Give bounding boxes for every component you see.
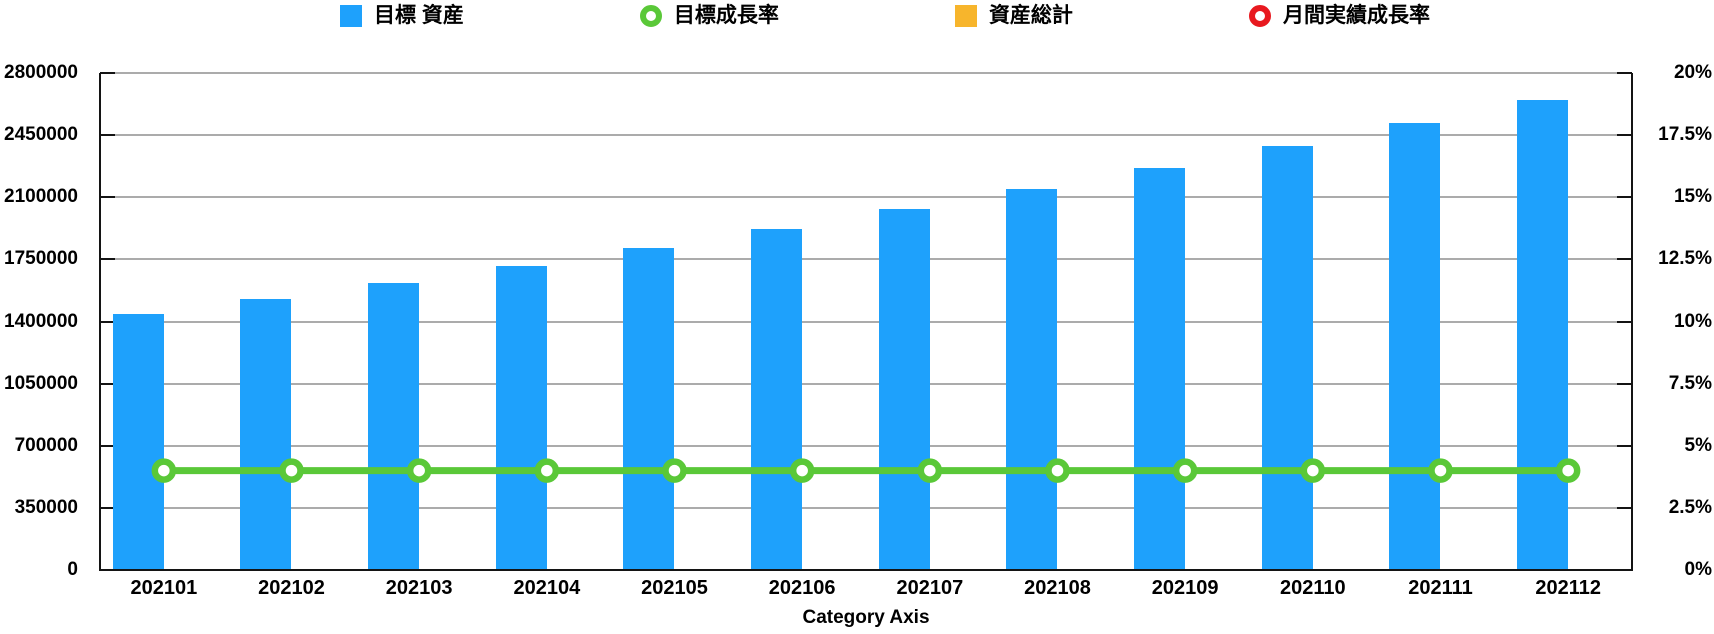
gridline bbox=[100, 258, 1632, 261]
target-assets-bar[interactable] bbox=[878, 208, 930, 569]
target-growth-rate-marker[interactable] bbox=[917, 458, 943, 483]
right-axis-tick-label: 0% bbox=[1684, 559, 1712, 580]
target-growth-rate-marker[interactable] bbox=[1300, 458, 1326, 483]
target-assets-swatch-icon bbox=[340, 5, 362, 27]
right-axis-tick-label: 20% bbox=[1673, 62, 1712, 83]
right-axis-tick-label: 15% bbox=[1673, 186, 1712, 208]
x-axis-tick-label: 202111 bbox=[1408, 577, 1473, 599]
legend-item-target-assets[interactable]: 目標 資産 bbox=[340, 2, 464, 30]
total-assets-swatch-icon bbox=[954, 5, 977, 27]
right-axis-tick bbox=[1617, 134, 1632, 137]
left-axis-tick-label: 350000 bbox=[14, 496, 78, 518]
legend-item-target-growth-rate[interactable]: 目標成長率 bbox=[639, 2, 779, 30]
x-axis-title: Category Axis bbox=[802, 607, 930, 628]
target-growth-rate-marker[interactable] bbox=[1045, 458, 1070, 483]
left-axis-tick bbox=[100, 320, 115, 323]
x-axis-tick-label: 202110 bbox=[1280, 577, 1346, 599]
legend-item-total-assets[interactable]: 資産総計 bbox=[954, 2, 1073, 30]
left-axis-tick-label: 1750000 bbox=[4, 248, 78, 270]
left-axis-tick bbox=[100, 72, 115, 74]
gridline bbox=[100, 72, 1632, 74]
target-assets-bar[interactable] bbox=[112, 314, 164, 569]
right-axis-tick-label: 7.5% bbox=[1668, 372, 1712, 394]
right-axis-tick-label: 2.5% bbox=[1668, 496, 1712, 518]
x-axis-tick-label: 202107 bbox=[896, 577, 964, 599]
right-axis-tick-label: 5% bbox=[1684, 434, 1712, 456]
y-axis-line-right bbox=[1631, 73, 1633, 571]
target-assets-bar[interactable] bbox=[495, 265, 547, 569]
target-assets-bar[interactable] bbox=[623, 247, 675, 569]
right-axis-tick-label: 17.5% bbox=[1658, 124, 1712, 146]
left-axis-tick bbox=[100, 444, 115, 447]
gridline bbox=[100, 320, 1632, 323]
x-axis-line bbox=[99, 569, 1633, 571]
left-axis-tick-label: 2800000 bbox=[4, 62, 78, 83]
target-growth-rate-marker[interactable] bbox=[1172, 458, 1198, 483]
x-axis-tick-label: 202105 bbox=[641, 577, 708, 599]
gridline bbox=[100, 506, 1632, 509]
target-assets-bar[interactable] bbox=[1006, 189, 1058, 569]
right-axis-tick-label: 12.5% bbox=[1658, 248, 1712, 270]
left-axis-tick bbox=[100, 196, 115, 199]
x-axis-tick-label: 202106 bbox=[768, 577, 836, 599]
left-axis-tick bbox=[100, 382, 115, 385]
x-axis-tick-label: 202104 bbox=[513, 577, 581, 599]
right-axis-tick bbox=[1617, 196, 1632, 199]
target-assets-bar[interactable] bbox=[1517, 99, 1569, 569]
gridline bbox=[100, 196, 1632, 199]
left-axis-tick-label: 1400000 bbox=[4, 310, 78, 332]
target-growth-rate-marker[interactable] bbox=[789, 458, 815, 483]
left-axis-tick-label: 2100000 bbox=[4, 186, 78, 208]
right-axis-tick bbox=[1617, 72, 1632, 74]
gridline bbox=[100, 382, 1632, 385]
x-axis-tick-label: 202108 bbox=[1024, 577, 1091, 599]
x-axis-tick-label: 202102 bbox=[258, 577, 325, 599]
left-axis-tick-label: 1050000 bbox=[4, 372, 78, 394]
gridline bbox=[100, 444, 1632, 447]
target-growth-rate-marker[interactable] bbox=[151, 458, 177, 483]
gridline bbox=[100, 134, 1632, 137]
target-assets-bar[interactable] bbox=[1261, 145, 1313, 569]
target-growth-rate-marker[interactable] bbox=[279, 458, 304, 483]
target-growth-rate-marker[interactable] bbox=[406, 458, 432, 483]
right-axis-tick bbox=[1617, 444, 1632, 447]
left-axis-tick-label: 2450000 bbox=[4, 124, 78, 146]
target-assets-bar[interactable] bbox=[368, 283, 420, 569]
right-axis-tick bbox=[1617, 258, 1632, 261]
y-axis-line-left bbox=[99, 73, 101, 571]
target-growth-rate-marker[interactable] bbox=[1428, 458, 1453, 483]
right-axis-tick bbox=[1617, 382, 1632, 385]
left-axis-tick bbox=[100, 506, 115, 509]
x-axis-tick-label: 202109 bbox=[1151, 577, 1219, 599]
x-axis-tick-label: 202101 bbox=[130, 577, 198, 599]
legend-label: 月間実績成長率 bbox=[1282, 4, 1430, 27]
legend-item-monthly-actual-growth-rate[interactable]: 月間実績成長率 bbox=[1248, 2, 1430, 30]
target-assets-bar[interactable] bbox=[240, 299, 292, 569]
right-axis-tick-label: 10% bbox=[1673, 310, 1712, 332]
chart-legend: 目標 資産 目標成長率 資産総計 月間実績成長率 bbox=[340, 2, 1430, 30]
target-assets-bar[interactable] bbox=[1134, 167, 1186, 569]
monthly-actual-growth-rate-marker-icon bbox=[1248, 5, 1271, 27]
target-assets-bar[interactable] bbox=[1389, 122, 1441, 569]
legend-label: 資産総計 bbox=[988, 4, 1073, 27]
left-axis-tick bbox=[100, 134, 115, 137]
right-axis-tick bbox=[1617, 506, 1632, 509]
left-axis-tick bbox=[100, 258, 115, 261]
target-growth-rate-marker[interactable] bbox=[662, 458, 687, 483]
target-assets-bar[interactable] bbox=[751, 229, 803, 569]
legend-label: 目標 資産 bbox=[374, 4, 464, 27]
x-axis-tick-label: 202103 bbox=[385, 577, 453, 599]
left-axis-tick-label: 0 bbox=[67, 559, 78, 580]
target-growth-rate-marker-icon bbox=[639, 5, 662, 27]
target-growth-rate-marker[interactable] bbox=[534, 458, 560, 483]
right-axis-tick bbox=[1617, 320, 1632, 323]
legend-label: 目標成長率 bbox=[673, 4, 779, 27]
left-axis-tick-label: 700000 bbox=[14, 434, 78, 456]
target-growth-rate-marker[interactable] bbox=[1555, 458, 1581, 483]
x-axis-tick-label: 202112 bbox=[1535, 577, 1601, 599]
